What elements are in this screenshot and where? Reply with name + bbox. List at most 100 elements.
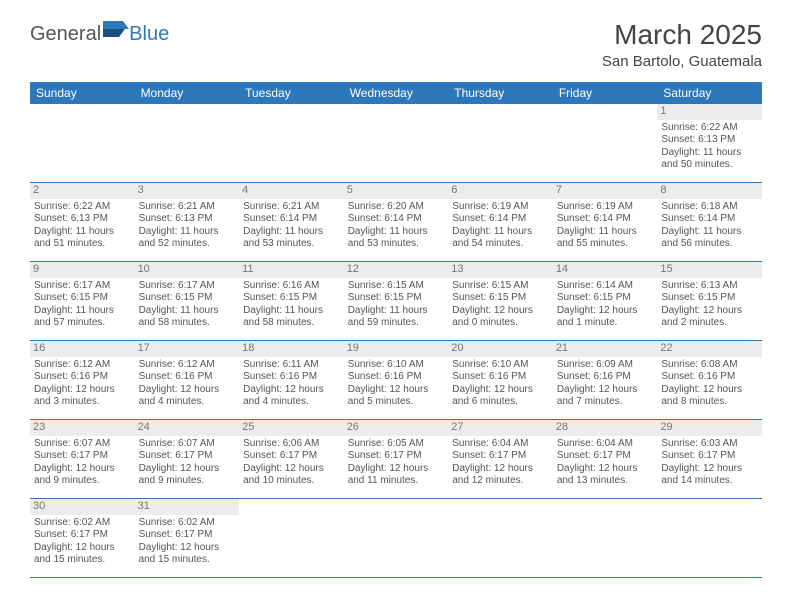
- calendar-day-cell: 25Sunrise: 6:06 AMSunset: 6:17 PMDayligh…: [239, 419, 344, 498]
- calendar-day-cell: 7Sunrise: 6:19 AMSunset: 6:14 PMDaylight…: [553, 182, 658, 261]
- sunrise-line: Sunrise: 6:14 AM: [557, 280, 654, 293]
- calendar-week-row: 9Sunrise: 6:17 AMSunset: 6:15 PMDaylight…: [30, 261, 762, 340]
- sunset-line: Sunset: 6:17 PM: [243, 450, 340, 463]
- daylight-line: Daylight: 12 hours and 15 minutes.: [34, 542, 131, 567]
- calendar-day-cell: [553, 498, 658, 577]
- daylight-line: Daylight: 11 hours and 51 minutes.: [34, 226, 131, 251]
- sunrise-line: Sunrise: 6:17 AM: [34, 280, 131, 293]
- calendar-day-cell: 22Sunrise: 6:08 AMSunset: 6:16 PMDayligh…: [657, 340, 762, 419]
- calendar-day-cell: [239, 104, 344, 183]
- sunset-line: Sunset: 6:17 PM: [34, 529, 131, 542]
- day-number: 4: [239, 183, 344, 199]
- sunrise-line: Sunrise: 6:03 AM: [661, 438, 758, 451]
- calendar-day-cell: 4Sunrise: 6:21 AMSunset: 6:14 PMDaylight…: [239, 182, 344, 261]
- calendar-day-cell: [30, 104, 135, 183]
- daylight-line: Daylight: 11 hours and 57 minutes.: [34, 305, 131, 330]
- sunset-line: Sunset: 6:13 PM: [661, 134, 758, 147]
- day-number: 29: [657, 420, 762, 436]
- day-number: 15: [657, 262, 762, 278]
- day-number: 22: [657, 341, 762, 357]
- day-number: 27: [448, 420, 553, 436]
- sunrise-line: Sunrise: 6:16 AM: [243, 280, 340, 293]
- daylight-line: Daylight: 11 hours and 53 minutes.: [348, 226, 445, 251]
- daylight-line: Daylight: 12 hours and 11 minutes.: [348, 463, 445, 488]
- empty-day: [657, 499, 762, 515]
- calendar-day-cell: 27 Sunrise: 6:04 AMSunset: 6:17 PMDayligh…: [448, 419, 553, 498]
- day-number: 25: [239, 420, 344, 436]
- daylight-line: Daylight: 11 hours and 55 minutes.: [557, 226, 654, 251]
- calendar-day-cell: [344, 104, 449, 183]
- calendar-day-cell: 11Sunrise: 6:16 AMSunset: 6:15 PMDayligh…: [239, 261, 344, 340]
- daylight-line: Daylight: 12 hours and 15 minutes.: [139, 542, 236, 567]
- daylight-line: Daylight: 12 hours and 14 minutes.: [661, 463, 758, 488]
- sunset-line: Sunset: 6:16 PM: [452, 371, 549, 384]
- header: General Blue March 2025 San Bartolo, Gua…: [30, 20, 762, 70]
- day-number: 1: [657, 104, 762, 120]
- day-number: 10: [135, 262, 240, 278]
- calendar-day-cell: 29 Sunrise: 6:03 AMSunset: 6:17 PMDayligh…: [657, 419, 762, 498]
- sunset-line: Sunset: 6:17 PM: [557, 450, 654, 463]
- day-number: 6: [448, 183, 553, 199]
- calendar-day-cell: 12Sunrise: 6:15 AMSunset: 6:15 PMDayligh…: [344, 261, 449, 340]
- daylight-line: Daylight: 12 hours and 7 minutes.: [557, 384, 654, 409]
- sunrise-line: Sunrise: 6:11 AM: [243, 359, 340, 372]
- empty-day: [448, 499, 553, 515]
- day-number: 26: [344, 420, 449, 436]
- sunset-line: Sunset: 6:15 PM: [348, 292, 445, 305]
- day-number: 14: [553, 262, 658, 278]
- sunset-line: Sunset: 6:17 PM: [139, 529, 236, 542]
- logo: General Blue: [30, 20, 169, 49]
- calendar-day-cell: [135, 104, 240, 183]
- day-number: 5: [344, 183, 449, 199]
- sunset-line: Sunset: 6:15 PM: [243, 292, 340, 305]
- sunrise-line: Sunrise: 6:07 AM: [34, 438, 131, 451]
- sunrise-line: Sunrise: 6:10 AM: [348, 359, 445, 372]
- sunset-line: Sunset: 6:16 PM: [348, 371, 445, 384]
- sunset-line: Sunset: 6:16 PM: [661, 371, 758, 384]
- daylight-line: Daylight: 12 hours and 12 minutes.: [452, 463, 549, 488]
- flag-icon: [103, 20, 129, 43]
- calendar-day-cell: 14Sunrise: 6:14 AMSunset: 6:15 PMDayligh…: [553, 261, 658, 340]
- day-number: 19: [344, 341, 449, 357]
- sunrise-line: Sunrise: 6:07 AM: [139, 438, 236, 451]
- sunrise-line: Sunrise: 6:05 AM: [348, 438, 445, 451]
- sunset-line: Sunset: 6:14 PM: [348, 213, 445, 226]
- sunset-line: Sunset: 6:15 PM: [661, 292, 758, 305]
- empty-day: [344, 499, 449, 515]
- daylight-line: Daylight: 12 hours and 4 minutes.: [139, 384, 236, 409]
- calendar-day-cell: 9Sunrise: 6:17 AMSunset: 6:15 PMDaylight…: [30, 261, 135, 340]
- empty-day: [239, 499, 344, 515]
- calendar-week-row: 1Sunrise: 6:22 AMSunset: 6:13 PMDaylight…: [30, 104, 762, 183]
- sunset-line: Sunset: 6:16 PM: [34, 371, 131, 384]
- sunrise-line: Sunrise: 6:19 AM: [557, 201, 654, 214]
- daylight-line: Daylight: 11 hours and 56 minutes.: [661, 226, 758, 251]
- empty-day: [553, 104, 658, 120]
- sunset-line: Sunset: 6:16 PM: [139, 371, 236, 384]
- sunrise-line: Sunrise: 6:12 AM: [34, 359, 131, 372]
- calendar-week-row: 23Sunrise: 6:07 AMSunset: 6:17 PMDayligh…: [30, 419, 762, 498]
- calendar-day-cell: 8Sunrise: 6:18 AMSunset: 6:14 PMDaylight…: [657, 182, 762, 261]
- day-number: 21: [553, 341, 658, 357]
- calendar-day-cell: [239, 498, 344, 577]
- calendar-day-cell: 18Sunrise: 6:11 AMSunset: 6:16 PMDayligh…: [239, 340, 344, 419]
- sunrise-line: Sunrise: 6:13 AM: [661, 280, 758, 293]
- sunset-line: Sunset: 6:17 PM: [139, 450, 236, 463]
- calendar-day-cell: 30Sunrise: 6:02 AMSunset: 6:17 PMDayligh…: [30, 498, 135, 577]
- sunset-line: Sunset: 6:14 PM: [452, 213, 549, 226]
- sunset-line: Sunset: 6:17 PM: [452, 450, 549, 463]
- day-number: 16: [30, 341, 135, 357]
- sunrise-line: Sunrise: 6:04 AM: [557, 438, 654, 451]
- sunrise-line: Sunrise: 6:08 AM: [661, 359, 758, 372]
- empty-day: [30, 104, 135, 120]
- sunset-line: Sunset: 6:16 PM: [243, 371, 340, 384]
- calendar-day-cell: 23Sunrise: 6:07 AMSunset: 6:17 PMDayligh…: [30, 419, 135, 498]
- sunrise-line: Sunrise: 6:04 AM: [452, 438, 549, 451]
- sunset-line: Sunset: 6:17 PM: [661, 450, 758, 463]
- weekday-header: Wednesday: [344, 82, 449, 104]
- calendar-day-cell: 24Sunrise: 6:07 AMSunset: 6:17 PMDayligh…: [135, 419, 240, 498]
- sunrise-line: Sunrise: 6:02 AM: [139, 517, 236, 530]
- empty-day: [344, 104, 449, 120]
- logo-text-general: General: [30, 23, 101, 46]
- sunset-line: Sunset: 6:15 PM: [34, 292, 131, 305]
- calendar-week-row: 2Sunrise: 6:22 AMSunset: 6:13 PMDaylight…: [30, 182, 762, 261]
